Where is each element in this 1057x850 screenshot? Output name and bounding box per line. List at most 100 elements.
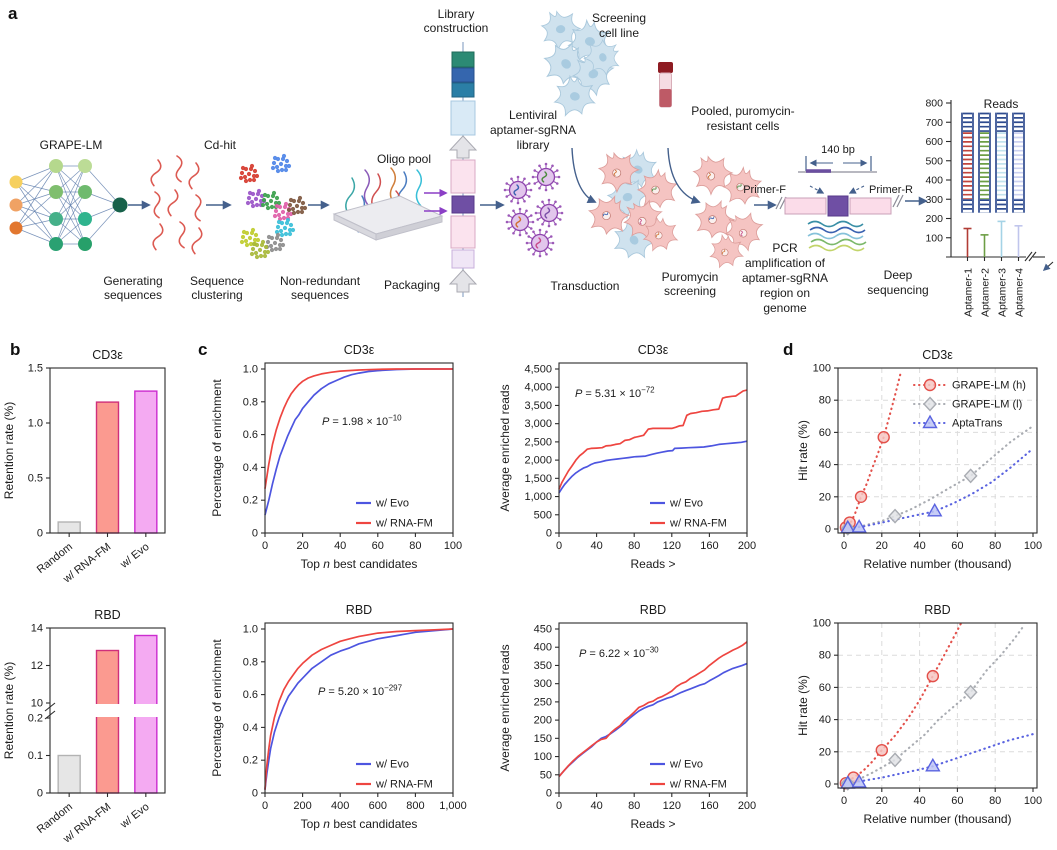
pcr-construct — [775, 156, 904, 217]
squiggle-icon — [415, 169, 423, 207]
virus-spike-tip — [510, 199, 513, 203]
nn-node — [49, 212, 63, 226]
cluster-dot — [274, 164, 280, 170]
sequence-cluster-icon — [239, 227, 261, 248]
virus-body — [539, 203, 559, 223]
virus-icon — [503, 175, 533, 205]
cluster-dot — [294, 203, 300, 209]
virus-spike-tip — [533, 182, 537, 185]
cluster-dot — [273, 208, 279, 214]
virus-spike-tip — [536, 218, 540, 221]
panel-label-d: d — [783, 340, 794, 359]
virus-spike-tip — [547, 224, 551, 228]
chart-title: CD3ε — [92, 348, 123, 362]
x-tick-label: 0 — [556, 540, 562, 552]
construct-flank-right — [849, 197, 892, 215]
cluster-dot — [239, 170, 245, 176]
x-tick-label: 160 — [700, 800, 718, 812]
chart-title: RBD — [924, 603, 950, 617]
oligo-to-vector-arrows — [424, 188, 448, 216]
virus-body — [530, 233, 550, 253]
legend-label: w/ RNA-FM — [375, 518, 433, 530]
aptamer-label: Aptamer-1 — [963, 268, 975, 317]
squiggle-icon — [150, 159, 162, 187]
x-tick-label: 0 — [262, 540, 268, 552]
cell-nucleus — [622, 192, 633, 202]
reads-y-tick-label: 700 — [925, 117, 943, 129]
squiggle-icon — [721, 249, 726, 255]
vector-box-lightblue — [450, 100, 476, 136]
dna-ladder-icon — [1012, 112, 1025, 261]
x-tick-label: 60 — [951, 540, 963, 552]
virus-spike-tip — [538, 186, 541, 190]
legend-label: AptaTrans — [952, 418, 1003, 430]
cluster-dot — [263, 244, 269, 250]
cluster-dot — [277, 242, 283, 248]
y-tick-label: 0.6 — [243, 429, 258, 441]
series-line — [558, 389, 748, 490]
cluster-dot — [285, 217, 291, 223]
cluster-dot — [265, 205, 271, 211]
reads-y-tick-label: 800 — [925, 98, 943, 110]
y-tick-label: 0 — [252, 528, 258, 540]
cluster-dot — [248, 241, 254, 247]
plot-area — [264, 368, 453, 516]
virus-spike-tip — [549, 248, 553, 251]
virus-spike-tip — [516, 201, 520, 205]
cluster-dot — [299, 205, 305, 211]
panel-label-c: c — [198, 340, 208, 359]
dna-ladder-icon — [995, 112, 1008, 261]
cell-blue-icon — [604, 173, 653, 222]
cell-blue-icon — [552, 73, 599, 121]
y-tick-label: 1,000 — [524, 491, 552, 503]
label-oligo-pool: Oligo pool — [377, 152, 431, 166]
virus-spike-tip — [533, 169, 537, 172]
cluster-dot — [278, 237, 284, 243]
rna-strands-icon — [807, 220, 867, 252]
axes: CD3ε Hit rate (%) 0 20 40 60 80 100 0 20 40 60 80 100… — [796, 348, 1042, 571]
y-tick-label: 0.2 — [243, 755, 258, 767]
axes: RBD Average enriched reads 0 50 100 150 200 250… — [498, 603, 756, 831]
virus-spike-tip — [527, 195, 531, 198]
cluster-dot — [250, 203, 256, 209]
cluster-dot — [275, 168, 281, 174]
y-tick-label: 0.6 — [243, 689, 258, 701]
cluster-dot — [264, 201, 270, 207]
cluster-dot — [290, 227, 296, 233]
cluster-dot — [276, 219, 282, 225]
aptamer-label: Aptamer-3 — [997, 268, 1009, 317]
nn-edge — [84, 204, 121, 245]
virus-spike-tip — [536, 205, 540, 208]
cluster-dot — [299, 209, 305, 215]
nn-node — [49, 159, 63, 173]
vector-box-pink-2 — [450, 215, 476, 249]
y-tick-label: 450 — [534, 624, 552, 636]
squiggle-icon — [541, 171, 548, 183]
y-tick-label: 0.1 — [28, 750, 43, 762]
y-tick-label: 50 — [540, 769, 552, 781]
label-lentiviral-3: library — [517, 138, 550, 152]
nn-node — [78, 237, 92, 251]
sequence-cluster-icon — [274, 217, 296, 238]
cluster-dot — [256, 188, 262, 194]
label-pooled-1: Pooled, puromycin- — [691, 104, 794, 118]
x-tick-label: 20 — [296, 540, 308, 552]
cluster-dot — [285, 211, 291, 217]
legend-label: w/ Evo — [375, 759, 409, 771]
x-axis-label: Reads > — [630, 557, 675, 571]
cluster-dot — [261, 197, 267, 203]
x-tick-label: 40 — [334, 540, 346, 552]
bar — [57, 754, 81, 794]
cluster-dot — [274, 203, 280, 209]
y-tick-label: 150 — [534, 733, 552, 745]
cluster-dot — [268, 198, 274, 204]
legend-label: GRAPE-LM (l) — [952, 399, 1022, 411]
label-puromycin-2: screening — [664, 284, 716, 298]
nn-edge — [55, 165, 86, 220]
grid — [838, 368, 1037, 533]
plot-area — [558, 389, 748, 494]
cell-blue-icon — [567, 47, 622, 102]
